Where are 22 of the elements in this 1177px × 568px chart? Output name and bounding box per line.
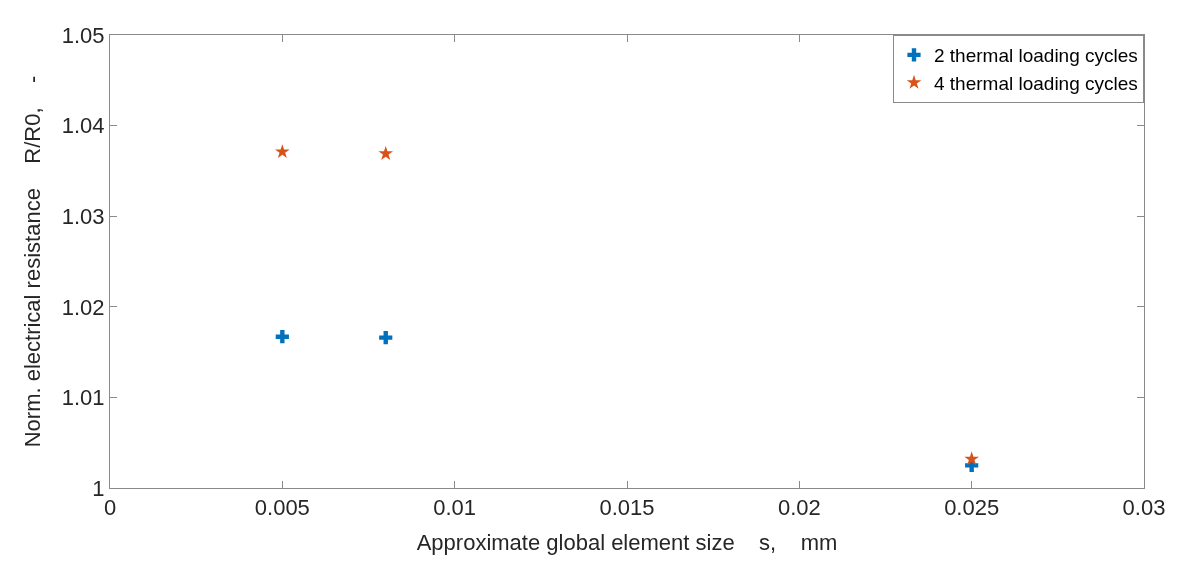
y-axis-title: Norm. electrical resistance R/R0, -	[19, 75, 45, 448]
y-tick-label: 1.05	[61, 22, 105, 48]
x-tick-label: 0	[103, 495, 117, 521]
point	[275, 330, 289, 344]
x-tick-label: 0.015	[599, 495, 655, 521]
point	[964, 451, 979, 466]
x-tick-label: 0.01	[433, 495, 477, 521]
x-tick-label: 0.03	[1122, 495, 1166, 521]
y-tick-label: 1.02	[61, 294, 105, 320]
y-tick-label: 1.03	[61, 203, 105, 229]
x-axis-title: Approximate global element size s, mm	[416, 530, 838, 556]
x-tick-label: 0.025	[944, 495, 1000, 521]
y-tick-label: 1.01	[61, 385, 105, 411]
y-tick-label: 1.04	[61, 113, 105, 139]
x-tick-label: 0.005	[254, 495, 310, 521]
x-tick-label: 0.02	[777, 495, 821, 521]
legend-label: 2 thermal loading cycles	[934, 45, 1138, 67]
y-tick-label: 1	[92, 475, 105, 501]
point	[379, 331, 393, 345]
point	[275, 144, 290, 159]
legend-label: 4 thermal loading cycles	[934, 72, 1138, 94]
point	[378, 145, 394, 160]
